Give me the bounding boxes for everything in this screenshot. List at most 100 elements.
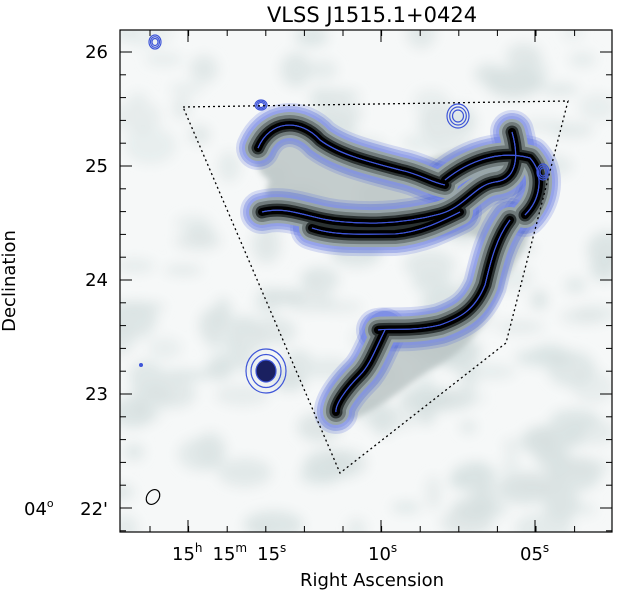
noise-blob (124, 126, 176, 165)
noise-blob (403, 249, 456, 281)
ra-tick-label: 05s (520, 541, 549, 565)
noise-blob (460, 420, 477, 434)
noise-blob (370, 403, 396, 437)
faint-feature (255, 100, 267, 110)
noise-blob (346, 518, 367, 532)
noise-blob (174, 232, 222, 251)
noise-blob (251, 227, 281, 264)
noise-blob (120, 258, 155, 273)
noise-blob (547, 350, 596, 387)
noise-blob (406, 30, 436, 49)
contour-outline (257, 124, 446, 186)
noise-blob (120, 484, 135, 501)
dec-tick-label: 26 (85, 42, 108, 63)
noise-blob (474, 63, 504, 85)
noise-blob (417, 105, 477, 141)
noise-blob (518, 118, 566, 133)
noise-blob (280, 52, 312, 88)
noise-blob (495, 320, 544, 334)
noise-blob (255, 317, 297, 346)
contour-outline (261, 131, 517, 224)
compact-source (250, 353, 282, 389)
dec-tick-label: 24 (85, 270, 108, 291)
noise-blob (400, 134, 443, 152)
figure-title: VLSS J1515.1+0424 (267, 3, 477, 27)
noise-blob (199, 308, 226, 344)
noise-blob (541, 84, 579, 95)
noise-blob (299, 272, 322, 285)
noise-blob (303, 449, 355, 481)
noise-blob (156, 369, 212, 381)
noise-blob (317, 300, 363, 314)
noise-blob (421, 389, 475, 411)
y-axis-title: Declination (0, 230, 20, 332)
dec-tick-labels: 26 25 24 23 04o 22' (24, 42, 108, 520)
region-outline (182, 100, 569, 475)
noise-blob (533, 425, 559, 452)
contour-outline (311, 211, 461, 235)
dec-tick-label: 25 (85, 156, 108, 177)
contour-outline (377, 219, 511, 331)
noise-blob (123, 443, 145, 461)
noise-blob (531, 290, 548, 310)
noise-blob (302, 357, 353, 379)
noise-blob (470, 481, 498, 519)
noise-blob (308, 89, 361, 101)
dec-tick-label: 23 (85, 384, 108, 405)
noise-blob (150, 379, 197, 409)
noise-blob (174, 214, 211, 233)
noise-blob (214, 384, 270, 406)
ra-tick-label: 15h 15m 15s (172, 541, 286, 565)
ra-tick-label: 10s (368, 541, 397, 565)
noise-blob (217, 151, 241, 183)
noise-blob (553, 457, 612, 476)
contour-outline (444, 154, 540, 216)
noise-blob (543, 487, 580, 522)
contour-map (139, 34, 562, 434)
noise-blob (562, 30, 584, 42)
faint-feature (149, 36, 161, 48)
faint-feature (451, 109, 465, 123)
dec-degree-label: 04o (24, 497, 54, 520)
noise-blob (577, 503, 596, 516)
dec-tick-label: 22' (80, 499, 108, 520)
faint-feature (537, 165, 549, 179)
noise-blob (164, 265, 203, 276)
noise-blob (564, 277, 587, 294)
axis-ticks (120, 30, 612, 532)
noise-blob (144, 52, 184, 67)
faint-feature (539, 167, 547, 177)
noise-blob (120, 30, 173, 48)
noise-blob (569, 52, 596, 67)
beam-ellipse (145, 488, 161, 506)
noise-blob (195, 431, 227, 470)
faint-feature (151, 37, 159, 47)
noise-blob (120, 514, 139, 532)
x-axis-title: Right Ascension (300, 570, 444, 591)
radio-image (120, 30, 612, 532)
noise-blob (189, 55, 218, 84)
faint-feature (536, 163, 550, 181)
noise-blob (271, 368, 307, 392)
contour-outline (335, 329, 386, 413)
faint-feature (148, 34, 162, 50)
noise-blob (120, 306, 158, 334)
faint-feature (254, 99, 268, 111)
noise-blob (217, 458, 272, 487)
compact-source (255, 359, 277, 383)
noise-blob (535, 448, 570, 469)
noise-blob (578, 93, 612, 121)
noise-blob (506, 43, 542, 70)
noise-blob (589, 257, 612, 282)
noise-blob (120, 101, 161, 133)
noise-blob (424, 475, 442, 511)
faint-feature (257, 101, 265, 109)
noise-blob (462, 364, 517, 380)
noise-blob (188, 125, 211, 145)
noise-blob (294, 30, 329, 47)
noise-blob (169, 83, 204, 95)
ra-tick-labels: 15h 15m 15s 10s 05s (172, 541, 549, 565)
noise-blob (308, 59, 338, 81)
